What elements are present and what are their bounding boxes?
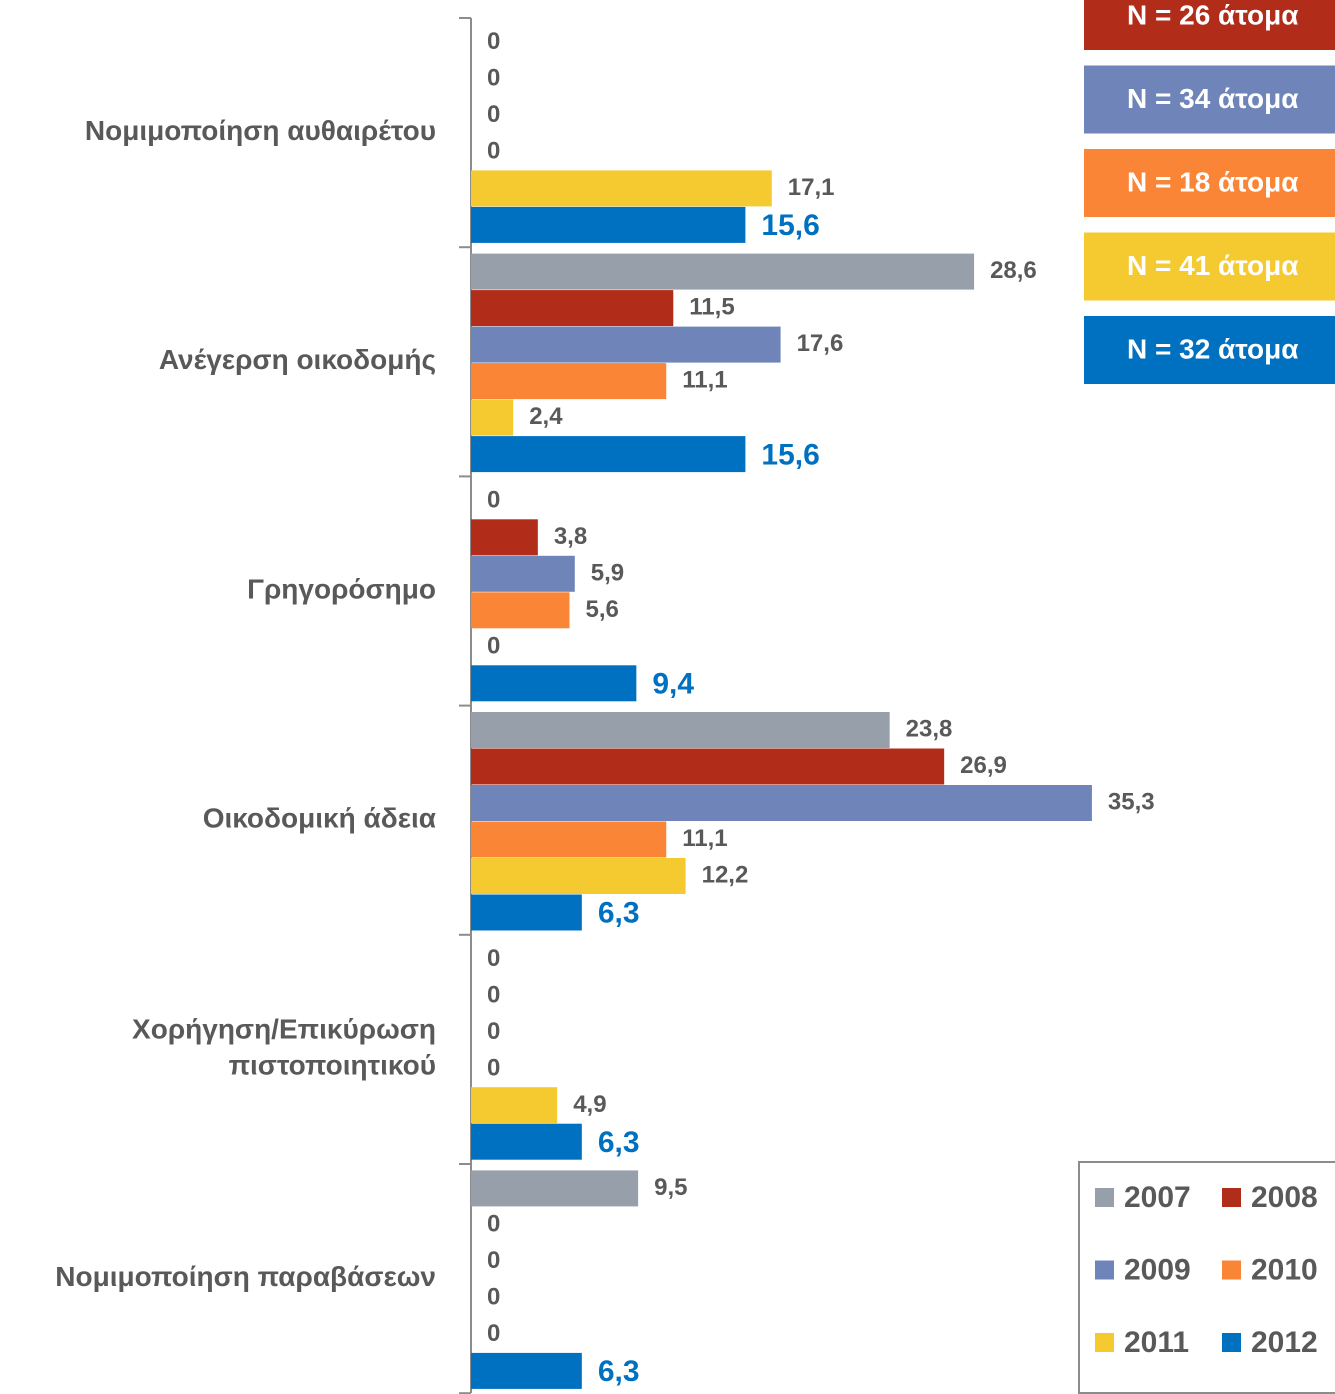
data-label: 11,5 xyxy=(689,294,734,321)
legend-box xyxy=(1078,1161,1335,1394)
data-label: 6,3 xyxy=(598,1126,640,1159)
category-label: Νομιμοποίηση παραβάσεων xyxy=(55,1261,436,1292)
bar xyxy=(471,858,686,894)
data-label: 3,8 xyxy=(554,523,587,550)
data-label: 0 xyxy=(487,486,500,513)
bar xyxy=(471,1170,639,1207)
bar xyxy=(471,436,746,473)
annotation-text: N = 34 άτομα xyxy=(1127,83,1298,114)
bar xyxy=(471,519,538,556)
data-label: 6,3 xyxy=(598,1355,640,1388)
data-label: 26,9 xyxy=(960,752,1007,779)
bar xyxy=(471,253,975,290)
data-label: 0 xyxy=(487,1210,500,1237)
annotation-box xyxy=(1084,232,1335,301)
annotation-box xyxy=(1084,0,1335,50)
data-label: 0 xyxy=(487,981,500,1008)
data-label: 0 xyxy=(487,1247,500,1274)
data-label: 12,2 xyxy=(702,862,749,889)
data-label: 0 xyxy=(487,632,500,659)
bar xyxy=(471,290,674,327)
annotation-text: N = 26 άτομα xyxy=(1127,0,1298,30)
bar xyxy=(471,206,746,243)
annotation-box xyxy=(1084,316,1335,384)
bar xyxy=(471,592,570,629)
data-label: 0 xyxy=(487,945,500,972)
category-label: Χορήγηση/Επικύρωση πιστοποιητικού xyxy=(132,1014,436,1081)
data-label: 17,6 xyxy=(797,330,844,357)
bar xyxy=(471,399,514,436)
data-label: 11,1 xyxy=(682,367,727,394)
legend-swatch xyxy=(1095,1188,1114,1207)
data-label: 9,4 xyxy=(652,667,694,700)
data-label: 0 xyxy=(487,1320,500,1347)
bar xyxy=(471,555,575,592)
annotation-text: N = 18 άτομα xyxy=(1127,166,1298,197)
data-label: 11,1 xyxy=(682,825,727,852)
legend-swatch xyxy=(1222,1333,1241,1352)
bar xyxy=(471,748,945,785)
category-label: Νομιμοποίηση αυθαιρέτου xyxy=(85,115,436,146)
data-label: 2,4 xyxy=(529,403,563,430)
data-label: 28,6 xyxy=(990,257,1037,284)
bar xyxy=(471,665,637,702)
data-label: 0 xyxy=(487,1054,500,1081)
data-label: 35,3 xyxy=(1108,789,1155,816)
legend-label: 2011 xyxy=(1124,1326,1189,1359)
data-label: 5,9 xyxy=(591,559,624,586)
bar xyxy=(471,894,582,931)
data-label: 0 xyxy=(487,64,500,91)
legend-label: 2012 xyxy=(1251,1326,1318,1359)
bar xyxy=(471,712,890,748)
bar xyxy=(471,1123,582,1160)
data-label: 23,8 xyxy=(906,716,953,743)
data-label: 15,6 xyxy=(761,438,819,471)
category-label: Γρηγορόσημο xyxy=(247,573,436,604)
data-label: 15,6 xyxy=(761,209,819,242)
category-label: Ανέγερση οικοδομής xyxy=(159,344,436,375)
annotation-text: N = 32 άτομα xyxy=(1127,333,1298,364)
annotation-box xyxy=(1084,65,1335,134)
legend-swatch xyxy=(1222,1260,1241,1280)
bar xyxy=(471,363,667,400)
legend-label: 2010 xyxy=(1251,1253,1318,1286)
bar xyxy=(471,1352,582,1389)
data-label: 5,6 xyxy=(586,596,619,623)
annotation-text: N = 41 άτομα xyxy=(1127,250,1298,281)
data-label: 4,9 xyxy=(573,1091,606,1118)
bar xyxy=(471,821,667,858)
data-label: 17,1 xyxy=(788,174,835,201)
category-label: Οικοδομική άδεια xyxy=(203,803,436,834)
data-label: 0 xyxy=(487,1018,500,1045)
legend-label: 2009 xyxy=(1124,1253,1191,1286)
legend-label: 2008 xyxy=(1251,1181,1318,1214)
legend-swatch xyxy=(1095,1260,1114,1280)
data-label: 0 xyxy=(487,1283,500,1310)
bar xyxy=(471,785,1092,821)
legend-swatch xyxy=(1095,1333,1114,1352)
data-label: 9,5 xyxy=(654,1174,687,1201)
annotation-box xyxy=(1084,149,1335,217)
bar xyxy=(471,1087,558,1124)
bar xyxy=(471,326,781,363)
legend-label: 2007 xyxy=(1124,1181,1191,1214)
data-label: 0 xyxy=(487,28,500,55)
legend-swatch xyxy=(1222,1188,1241,1207)
data-label: 6,3 xyxy=(598,897,640,930)
data-label: 0 xyxy=(487,137,500,164)
bar xyxy=(471,170,772,207)
data-label: 0 xyxy=(487,101,500,128)
